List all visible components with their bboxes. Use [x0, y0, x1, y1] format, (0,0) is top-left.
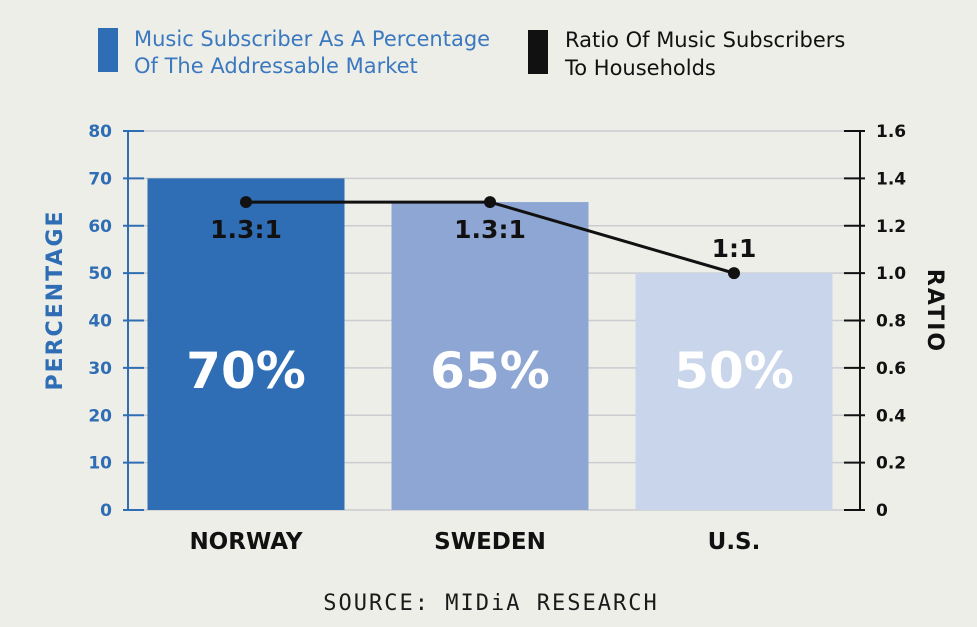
legend-label-ratio-line2: To Households	[564, 56, 716, 80]
y-left-tick-label: 80	[88, 122, 112, 142]
bar-value-label: 70%	[186, 342, 306, 400]
y-right-tick-label: 0.2	[876, 454, 906, 474]
bar-value-label: 50%	[674, 342, 794, 400]
bar-value-label: 65%	[430, 342, 550, 400]
bar	[147, 178, 345, 510]
y-left-tick-label: 40	[88, 312, 112, 332]
y-right-tick-label: 0.4	[876, 406, 906, 426]
y-left-tick-label: 30	[88, 359, 112, 379]
ratio-point	[728, 267, 740, 280]
y-right-tick-label: 1.0	[876, 264, 906, 284]
bar	[391, 202, 589, 510]
y-right-tick-label: 0.8	[876, 312, 906, 332]
axes: 0 10 20 30 40 50 60 70 80 0 0.2 0.4 0.6 0.8 1.0 1.2 1.4 1…	[88, 122, 906, 521]
legend-label-percentage-line1: Music Subscriber As A Percentage	[134, 27, 490, 51]
y-axis-left-title: PERCENTAGE	[43, 209, 68, 390]
legend-label-percentage-line2: Of The Addressable Market	[134, 54, 418, 78]
y-left-tick-label: 70	[88, 169, 112, 189]
legend-label-ratio-line1: Ratio Of Music Subscribers	[565, 28, 845, 52]
legend: Music Subscriber As A Percentage Of The …	[98, 27, 845, 80]
category-label: NORWAY	[189, 529, 302, 555]
y-left-tick-label: 50	[88, 264, 112, 284]
y-right-tick-label: 1.6	[876, 122, 906, 142]
ratio-value-label: 1.3:1	[454, 215, 526, 244]
y-axis-right-title: RATIO	[922, 269, 947, 353]
legend-swatch-percentage	[98, 28, 118, 72]
y-right-tick-label: 0.6	[876, 359, 906, 379]
ratio-value-label: 1.3:1	[210, 215, 282, 244]
ratio-point	[484, 196, 496, 209]
y-left-tick-label: 10	[88, 454, 112, 474]
bars: 70% NORWAY 65% SWEDEN 50% U.S.	[147, 178, 833, 555]
y-left-tick-label: 0	[100, 501, 112, 521]
y-right-tick-label: 1.4	[876, 169, 906, 189]
source-note: SOURCE: MIDiA RESEARCH	[323, 591, 658, 616]
y-right-tick-label: 1.2	[876, 217, 906, 237]
ratio-point	[240, 196, 252, 209]
category-label: U.S.	[708, 529, 761, 555]
y-left-tick-label: 20	[88, 406, 112, 426]
bar	[635, 273, 833, 510]
y-right-tick-label: 0	[876, 501, 888, 521]
category-label: SWEDEN	[434, 529, 546, 555]
ratio-line: 1.3:1 1.3:1 1:1	[210, 196, 757, 280]
ratio-value-label: 1:1	[712, 234, 757, 263]
legend-swatch-ratio	[528, 30, 548, 74]
y-left-tick-label: 60	[88, 217, 112, 237]
